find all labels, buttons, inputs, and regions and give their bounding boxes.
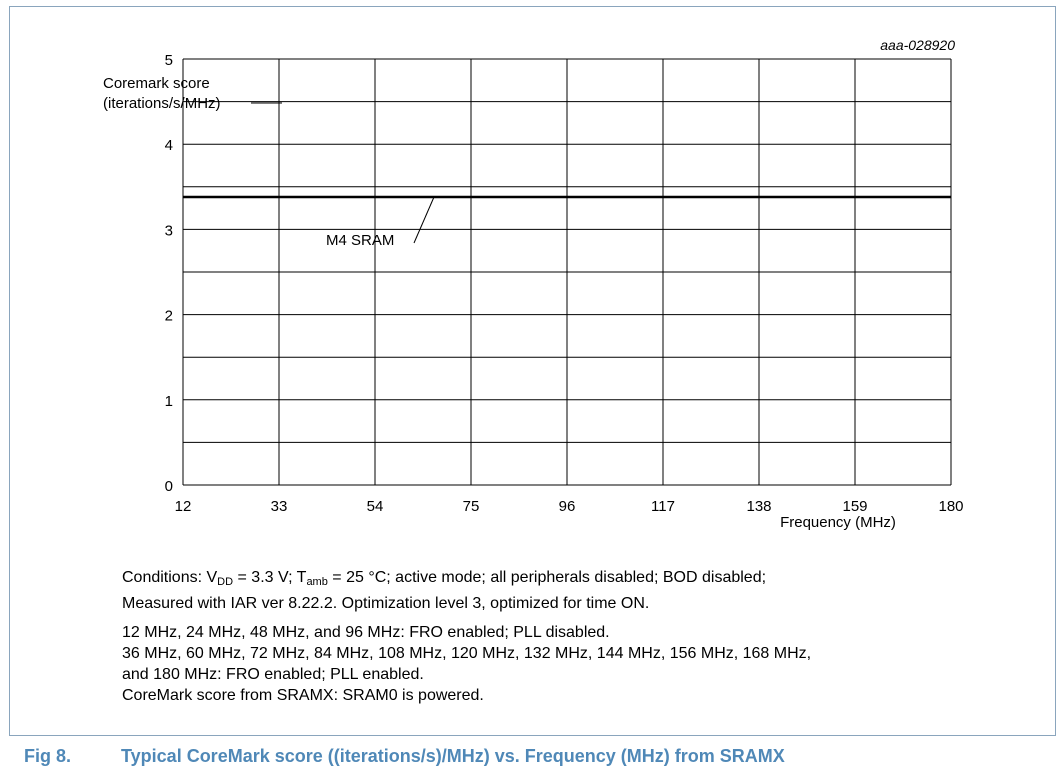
x-tick-label-159: 159: [842, 498, 867, 515]
series-label-leader: [413, 196, 435, 244]
x-tick-label-117: 117: [651, 498, 675, 515]
figure-number: Fig 8.: [24, 746, 72, 766]
figure-caption: Fig 8. Typical CoreMark score ((iteration…: [24, 746, 785, 767]
x-tick-label-75: 75: [463, 498, 480, 515]
figure-frame: [9, 6, 1056, 736]
grid-lines: [182, 58, 952, 486]
y-axis-label-line1: Coremark score: [103, 75, 210, 92]
x-tick-label-180: 180: [938, 498, 963, 515]
x-tick-label-12: 12: [175, 498, 192, 515]
x-tick-label-96: 96: [559, 498, 576, 515]
x-axis-label: Frequency (MHz): [780, 514, 896, 531]
conditions-line: Conditions: VDD = 3.3 V; Tamb = 25 °C; a…: [122, 569, 767, 588]
x-tick-label-138: 138: [746, 498, 771, 515]
chart-code: aaa-028920: [880, 37, 955, 53]
conditions-line-2: Measured with IAR ver 8.22.2. Optimizati…: [122, 595, 650, 612]
note-sramx: CoreMark score from SRAMX: SRAM0 is powe…: [122, 687, 484, 704]
y-tick-label-1: 1: [165, 393, 173, 410]
figure-title: Typical CoreMark score ((iterations/s)/M…: [121, 746, 785, 766]
y-tick-label-0: 0: [165, 478, 173, 495]
note-fro-pll-enabled-cont: and 180 MHz: FRO enabled; PLL enabled.: [122, 666, 424, 683]
y-tick-label-3: 3: [165, 222, 173, 239]
y-tick-label-2: 2: [165, 308, 173, 325]
x-tick-label-33: 33: [271, 498, 288, 515]
series-label-m4-sram: M4 SRAM: [326, 232, 394, 249]
note-fro-pll-disabled: 12 MHz, 24 MHz, 48 MHz, and 96 MHz: FRO …: [122, 624, 610, 641]
note-fro-pll-enabled: 36 MHz, 60 MHz, 72 MHz, 84 MHz, 108 MHz,…: [122, 645, 812, 662]
chart-notes: Conditions: VDD = 3.3 V; Tamb = 25 °C; a…: [122, 567, 1022, 706]
y-tick-label-5: 5: [165, 52, 173, 69]
y-axis-label-line2: (iterations/s/MHz): [103, 95, 221, 112]
x-tick-label-54: 54: [367, 498, 384, 515]
y-tick-label-4: 4: [165, 137, 173, 154]
